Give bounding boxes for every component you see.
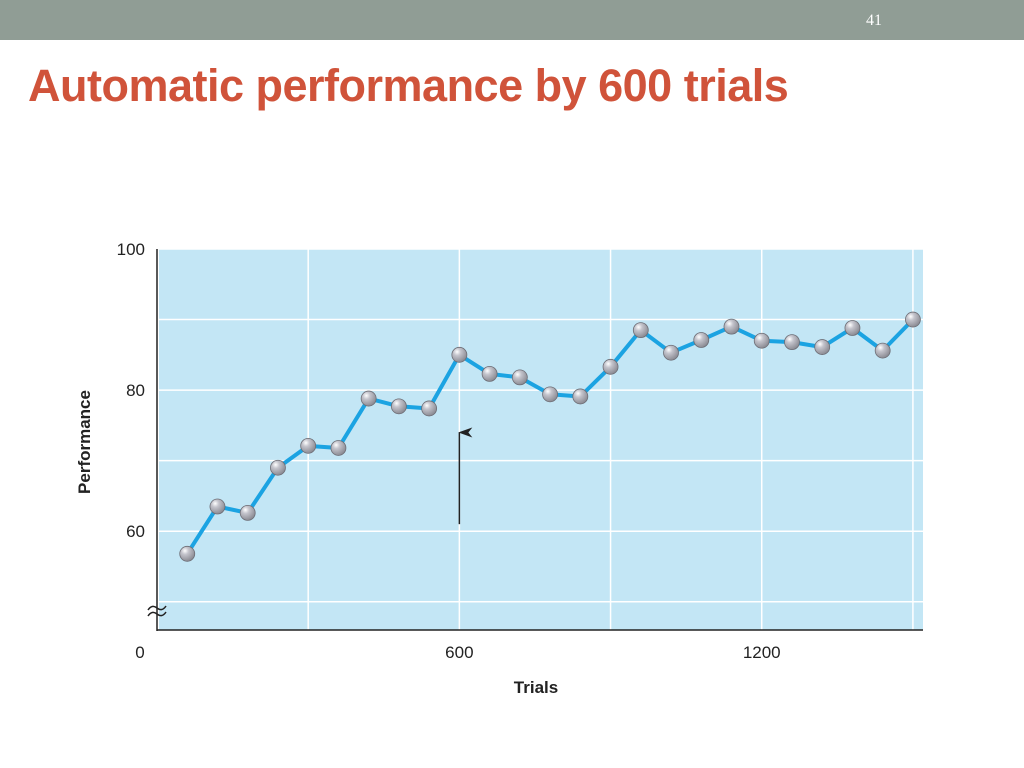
data-point [663,344,679,361]
y-tick-label: 60 [126,522,145,541]
data-point [905,311,921,328]
data-point [390,398,407,415]
data-point [209,498,226,515]
data-point [300,437,317,454]
slide-title: Automatic performance by 600 trials [28,60,789,111]
data-point [753,332,770,349]
y-axis-title: Performance [75,390,94,494]
data-point [451,346,468,363]
data-point [784,334,800,351]
data-point [844,320,861,336]
data-point [602,358,619,375]
data-point [572,388,589,405]
x-tick-label: 600 [445,643,473,662]
data-point [270,459,286,476]
data-point [481,365,498,382]
data-point [814,339,831,355]
y-tick-label: 100 [117,240,145,259]
axis-break-mark [147,605,167,611]
data-point [874,342,891,359]
data-point [693,332,710,348]
x-tick-label: 0 [135,643,144,662]
slide-header-bar [0,0,1024,40]
y-tick-label: 80 [126,381,145,400]
data-point [511,369,528,386]
data-point [723,318,740,335]
data-point [330,440,347,456]
data-point [179,545,196,562]
data-point [239,504,256,521]
data-point [632,322,649,339]
data-point [360,390,377,407]
x-axis-title: Trials [514,678,558,697]
axis-break-mark [147,611,167,617]
plot-background [159,249,923,630]
x-tick-label: 1200 [743,643,781,662]
data-point [542,386,558,403]
slide-number: 41 [866,12,882,29]
data-point [421,400,438,417]
